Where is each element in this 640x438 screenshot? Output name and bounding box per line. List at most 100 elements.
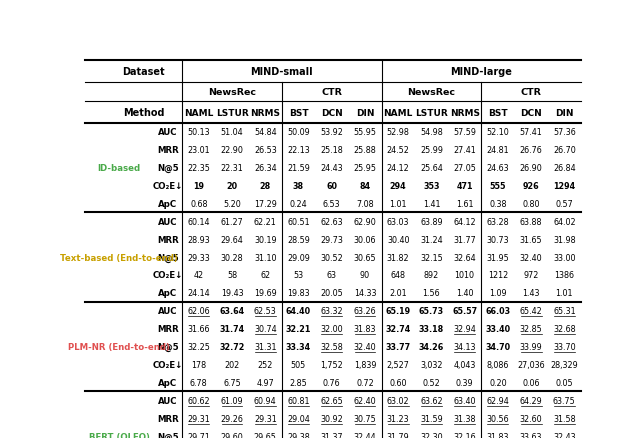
- Text: 0.76: 0.76: [323, 378, 340, 387]
- Text: 1,752: 1,752: [321, 360, 343, 369]
- Text: 27,036: 27,036: [517, 360, 545, 369]
- Text: DCN: DCN: [520, 108, 542, 117]
- Text: 0.72: 0.72: [356, 378, 374, 387]
- Text: 64.29: 64.29: [520, 396, 543, 405]
- Text: NAML: NAML: [383, 108, 413, 117]
- Text: 31.79: 31.79: [387, 432, 410, 438]
- Text: N@5: N@5: [157, 163, 179, 173]
- Text: 3,032: 3,032: [420, 360, 443, 369]
- Text: MRR: MRR: [157, 414, 179, 423]
- Text: 972: 972: [524, 271, 539, 280]
- Text: 54.84: 54.84: [254, 128, 276, 137]
- Text: 1386: 1386: [554, 271, 574, 280]
- Text: 2.85: 2.85: [290, 378, 307, 387]
- Text: 31.31: 31.31: [254, 343, 276, 351]
- Text: 29.26: 29.26: [221, 414, 243, 423]
- Text: 62.90: 62.90: [353, 217, 376, 226]
- Text: 66.03: 66.03: [485, 307, 511, 315]
- Text: 63.02: 63.02: [387, 396, 410, 405]
- Text: 65.42: 65.42: [520, 307, 543, 315]
- Text: CTR: CTR: [321, 88, 342, 97]
- Text: 63.62: 63.62: [420, 396, 443, 405]
- Text: 31.10: 31.10: [254, 253, 276, 262]
- Text: 32.58: 32.58: [321, 343, 343, 351]
- Text: 1.43: 1.43: [522, 289, 540, 298]
- Text: 33.34: 33.34: [286, 343, 311, 351]
- Text: DIN: DIN: [555, 108, 573, 117]
- Text: 29.65: 29.65: [254, 432, 276, 438]
- Text: 0.38: 0.38: [489, 199, 507, 208]
- Text: 29.60: 29.60: [221, 432, 243, 438]
- Text: 32.16: 32.16: [453, 432, 476, 438]
- Text: 19.83: 19.83: [287, 289, 310, 298]
- Text: MRR: MRR: [157, 325, 179, 333]
- Text: 26.70: 26.70: [553, 146, 576, 155]
- Text: 62: 62: [260, 271, 270, 280]
- Text: 0.60: 0.60: [389, 378, 407, 387]
- Text: 1010: 1010: [454, 271, 475, 280]
- Text: N@5: N@5: [157, 431, 179, 438]
- Text: DCN: DCN: [321, 108, 342, 117]
- Text: AUC: AUC: [158, 307, 177, 315]
- Text: 31.83: 31.83: [486, 432, 509, 438]
- Text: 32.44: 32.44: [354, 432, 376, 438]
- Text: 32.30: 32.30: [420, 432, 443, 438]
- Text: AUC: AUC: [158, 128, 177, 137]
- Text: 30.52: 30.52: [321, 253, 343, 262]
- Text: 555: 555: [490, 181, 506, 191]
- Text: 62.21: 62.21: [254, 217, 276, 226]
- Text: Text-based (End-to-end): Text-based (End-to-end): [60, 253, 178, 262]
- Text: 31.38: 31.38: [453, 414, 476, 423]
- Text: 29.73: 29.73: [320, 235, 343, 244]
- Text: 22.31: 22.31: [221, 163, 243, 173]
- Text: 0.06: 0.06: [522, 378, 540, 387]
- Text: 0.57: 0.57: [556, 199, 573, 208]
- Text: BST: BST: [488, 108, 508, 117]
- Text: 30.74: 30.74: [254, 325, 276, 333]
- Text: 26.34: 26.34: [254, 163, 276, 173]
- Text: 5.20: 5.20: [223, 199, 241, 208]
- Text: 1.01: 1.01: [556, 289, 573, 298]
- Text: 24.12: 24.12: [387, 163, 410, 173]
- Text: 30.19: 30.19: [254, 235, 276, 244]
- Text: 31.74: 31.74: [220, 325, 244, 333]
- Text: 26.84: 26.84: [553, 163, 575, 173]
- Text: 20: 20: [227, 181, 237, 191]
- Text: 202: 202: [225, 360, 239, 369]
- Text: 42: 42: [194, 271, 204, 280]
- Text: 31.59: 31.59: [420, 414, 443, 423]
- Text: 252: 252: [257, 360, 273, 369]
- Text: 4,043: 4,043: [454, 360, 476, 369]
- Text: 6.75: 6.75: [223, 378, 241, 387]
- Text: 65.31: 65.31: [553, 307, 575, 315]
- Text: 29.04: 29.04: [287, 414, 310, 423]
- Text: 38: 38: [293, 181, 304, 191]
- Text: 62.65: 62.65: [321, 396, 343, 405]
- Text: 53.92: 53.92: [320, 128, 343, 137]
- Text: 64.40: 64.40: [286, 307, 311, 315]
- Text: 64.12: 64.12: [453, 217, 476, 226]
- Text: 29.38: 29.38: [287, 432, 310, 438]
- Text: 62.94: 62.94: [486, 396, 509, 405]
- Text: 31.77: 31.77: [453, 235, 476, 244]
- Text: 505: 505: [291, 360, 306, 369]
- Text: 60.94: 60.94: [254, 396, 276, 405]
- Text: 63.26: 63.26: [354, 307, 376, 315]
- Text: MRR: MRR: [157, 235, 179, 244]
- Text: 32.72: 32.72: [220, 343, 244, 351]
- Text: 19.43: 19.43: [221, 289, 243, 298]
- Text: 28: 28: [260, 181, 271, 191]
- Text: 34.70: 34.70: [485, 343, 511, 351]
- Text: 0.52: 0.52: [422, 378, 440, 387]
- Text: 28,329: 28,329: [550, 360, 578, 369]
- Text: 8,086: 8,086: [486, 360, 509, 369]
- Text: 22.13: 22.13: [287, 146, 310, 155]
- Text: 32.85: 32.85: [520, 325, 543, 333]
- Text: 63.28: 63.28: [486, 217, 509, 226]
- Text: N@5: N@5: [157, 253, 179, 262]
- Text: 25.99: 25.99: [420, 146, 443, 155]
- Text: 25.18: 25.18: [321, 146, 343, 155]
- Text: 50.09: 50.09: [287, 128, 310, 137]
- Text: 1.61: 1.61: [456, 199, 474, 208]
- Text: 31.65: 31.65: [520, 235, 543, 244]
